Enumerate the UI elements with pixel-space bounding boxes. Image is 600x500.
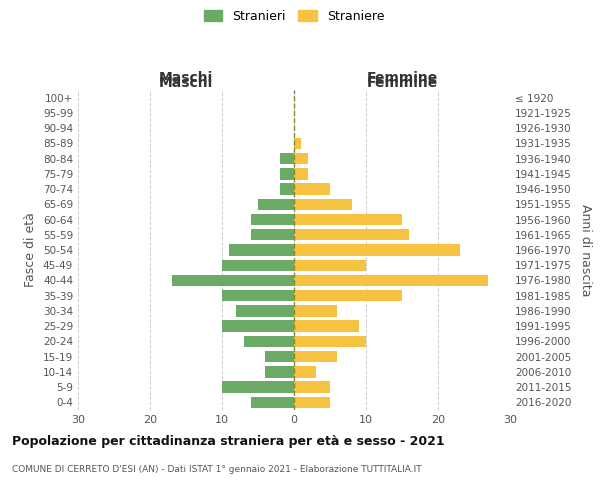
Y-axis label: Fasce di età: Fasce di età: [25, 212, 37, 288]
Bar: [294, 244, 460, 256]
Bar: [229, 244, 294, 256]
Bar: [294, 229, 409, 240]
Bar: [172, 275, 294, 286]
Bar: [280, 184, 294, 195]
Bar: [294, 351, 337, 362]
Bar: [294, 138, 301, 149]
Bar: [294, 290, 402, 302]
Legend: Stranieri, Straniere: Stranieri, Straniere: [199, 5, 389, 28]
Bar: [251, 214, 294, 225]
Bar: [222, 382, 294, 393]
Bar: [294, 366, 316, 378]
Text: COMUNE DI CERRETO D'ESI (AN) - Dati ISTAT 1° gennaio 2021 - Elaborazione TUTTITA: COMUNE DI CERRETO D'ESI (AN) - Dati ISTA…: [12, 465, 422, 474]
Bar: [280, 168, 294, 179]
Bar: [294, 305, 337, 316]
Bar: [280, 153, 294, 164]
Bar: [222, 320, 294, 332]
Bar: [251, 396, 294, 408]
Text: Maschi: Maschi: [159, 71, 213, 85]
Bar: [294, 153, 308, 164]
Bar: [244, 336, 294, 347]
Bar: [294, 275, 488, 286]
Text: Femmine: Femmine: [367, 71, 437, 85]
Bar: [294, 336, 366, 347]
Text: Femmine: Femmine: [367, 76, 437, 90]
Y-axis label: Anni di nascita: Anni di nascita: [578, 204, 592, 296]
Bar: [294, 184, 330, 195]
Bar: [222, 290, 294, 302]
Bar: [222, 260, 294, 271]
Text: Maschi: Maschi: [159, 76, 213, 90]
Bar: [294, 260, 366, 271]
Bar: [294, 198, 352, 210]
Bar: [294, 214, 402, 225]
Bar: [294, 396, 330, 408]
Text: Popolazione per cittadinanza straniera per età e sesso - 2021: Popolazione per cittadinanza straniera p…: [12, 435, 445, 448]
Bar: [251, 229, 294, 240]
Bar: [265, 366, 294, 378]
Bar: [236, 305, 294, 316]
Bar: [294, 168, 308, 179]
Bar: [265, 351, 294, 362]
Bar: [294, 382, 330, 393]
Bar: [258, 198, 294, 210]
Bar: [294, 320, 359, 332]
